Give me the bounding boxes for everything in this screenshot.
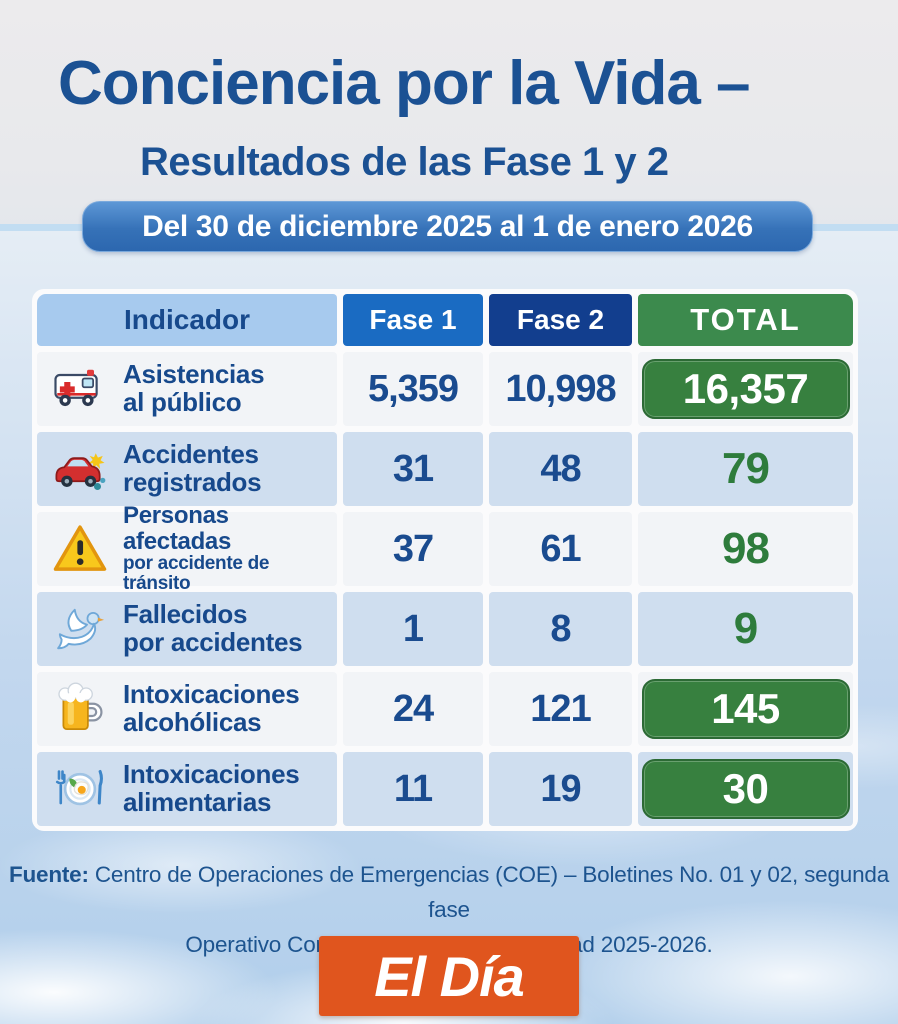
total-badge: 30: [641, 759, 850, 819]
food-plate-icon: [51, 760, 109, 818]
column-header-fase1: Fase 1: [343, 294, 483, 346]
table-row-indicator: Asistencias al público: [37, 352, 337, 426]
fase2-value: 61: [489, 512, 632, 586]
table-row-indicator: Intoxicaciones alimentarias: [37, 752, 337, 826]
table-row-indicator: Intoxicaciones alcohólicas: [37, 672, 337, 746]
el-dia-logo: El Día: [319, 936, 579, 1016]
total-value: 30: [638, 752, 853, 826]
total-value: 9: [638, 592, 853, 666]
results-table: Indicador Fase 1 Fase 2 TOTAL Asistencia…: [32, 289, 858, 831]
date-range-text: Del 30 de diciembre 2025 al 1 de enero 2…: [142, 209, 753, 243]
total-badge: 16,357: [641, 359, 850, 419]
fase1-value: 31: [343, 432, 483, 506]
indicator-label: Accidentes registrados: [123, 439, 262, 497]
background-top: [0, 0, 898, 231]
fase1-value: 37: [343, 512, 483, 586]
date-range-banner: Del 30 de diciembre 2025 al 1 de enero 2…: [82, 201, 813, 252]
column-header-indicador: Indicador: [37, 294, 337, 346]
dove-icon: [51, 600, 109, 658]
fase2-value: 8: [489, 592, 632, 666]
fase2-value: 10,998: [489, 352, 632, 426]
total-badge: 145: [641, 679, 850, 739]
column-header-fase2: Fase 2: [489, 294, 632, 346]
source-line-1: Fuente: Centro de Operaciones de Emergen…: [8, 862, 890, 922]
indicator-label: Personas afectadas por accidente de tráns…: [123, 502, 270, 595]
warning-icon: [51, 520, 109, 578]
page-subtitle: Resultados de las Fase 1 y 2: [140, 140, 669, 184]
fase1-value: 24: [343, 672, 483, 746]
fase2-value: 48: [489, 432, 632, 506]
table-row-indicator: Personas afectadas por accidente de tráns…: [37, 503, 337, 594]
indicator-label: Fallecidos por accidentes: [123, 599, 303, 657]
fase2-value: 19: [489, 752, 632, 826]
indicator-label: Intoxicaciones alcohólicas: [123, 679, 300, 737]
indicator-label: Asistencias al público: [123, 359, 265, 417]
indicator-label: Intoxicaciones alimentarias: [123, 759, 300, 817]
total-value: 98: [638, 512, 853, 586]
total-value: 79: [638, 432, 853, 506]
table-row-indicator: Accidentes registrados: [37, 432, 337, 506]
el-dia-logo-text: El Día: [374, 944, 525, 1008]
fase1-value: 1: [343, 592, 483, 666]
column-header-total: TOTAL: [638, 294, 853, 346]
beer-icon: [51, 680, 109, 738]
fase1-value: 11: [343, 752, 483, 826]
table-row-indicator: Fallecidos por accidentes: [37, 592, 337, 666]
fase1-value: 5,359: [343, 352, 483, 426]
page-title: Conciencia por la Vida –: [58, 49, 751, 118]
total-value: 145: [638, 672, 853, 746]
ambulance-icon: [51, 360, 109, 418]
total-value: 16,357: [638, 352, 853, 426]
car-crash-icon: [51, 440, 109, 498]
fase2-value: 121: [489, 672, 632, 746]
